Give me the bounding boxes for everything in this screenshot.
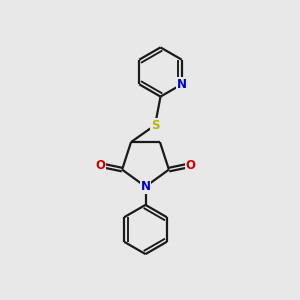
Text: O: O [185,159,196,172]
Text: N: N [177,78,187,91]
Text: O: O [95,159,106,172]
Text: S: S [151,118,159,132]
Text: N: N [140,180,151,193]
